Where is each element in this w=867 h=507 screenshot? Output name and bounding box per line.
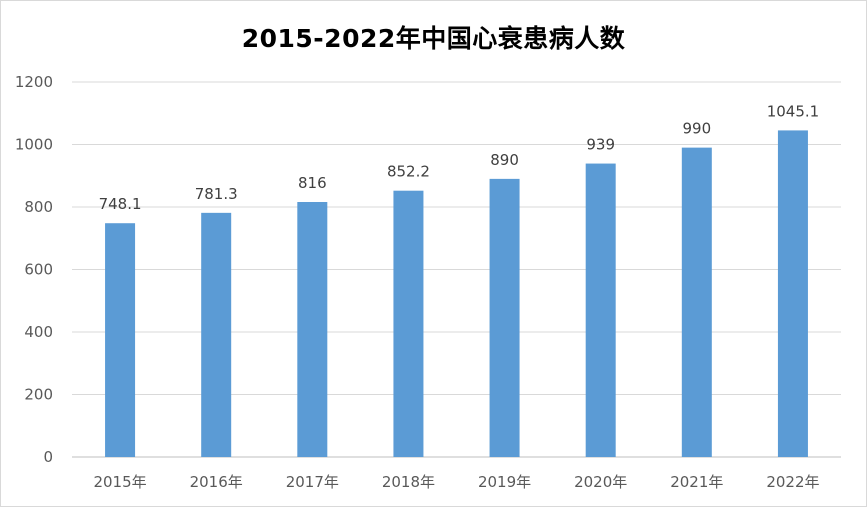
bar	[297, 202, 328, 457]
bars	[105, 130, 808, 457]
data-label: 990	[682, 120, 711, 138]
data-label: 748.1	[99, 195, 142, 213]
bar	[585, 163, 616, 457]
x-tick-label: 2018年	[382, 473, 435, 491]
bar	[201, 212, 232, 457]
y-tick-label: 200	[24, 386, 53, 404]
gridlines	[72, 81, 841, 458]
y-tick-label: 800	[24, 198, 53, 216]
x-tick-label: 2020年	[574, 473, 627, 491]
x-tick-label: 2017年	[286, 473, 339, 491]
chart-title: 2015-2022年中国心衰患病人数	[241, 24, 626, 53]
data-label: 816	[298, 174, 327, 192]
bar	[393, 190, 424, 457]
x-tick-label: 2021年	[670, 473, 723, 491]
data-label: 781.3	[195, 185, 238, 203]
x-axis-ticks: 2015年 2016年 2017年 2018年 2019年 2020年 2021年 2022年	[93, 473, 819, 491]
bar	[105, 223, 136, 457]
y-tick-label: 600	[24, 261, 53, 279]
data-label: 939	[586, 136, 615, 154]
y-tick-label: 1200	[15, 73, 53, 91]
x-tick-label: 2022年	[766, 473, 819, 491]
data-label: 890	[490, 151, 519, 169]
data-label: 852.2	[387, 163, 430, 181]
x-tick-label: 2019年	[478, 473, 531, 491]
bar	[681, 147, 712, 457]
x-tick-label: 2016年	[190, 473, 243, 491]
x-tick-label: 2015年	[93, 473, 146, 491]
bar	[777, 130, 808, 457]
data-labels: 748.1 781.3 816 852.2 890 939 990 1045.1	[99, 102, 820, 213]
y-axis-ticks: 0 200 400 600 800 1000 1200	[15, 73, 53, 466]
y-tick-label: 400	[24, 323, 53, 341]
y-tick-label: 1000	[15, 136, 53, 154]
bar	[489, 178, 520, 457]
y-tick-label: 0	[43, 448, 53, 466]
data-label: 1045.1	[767, 102, 820, 120]
